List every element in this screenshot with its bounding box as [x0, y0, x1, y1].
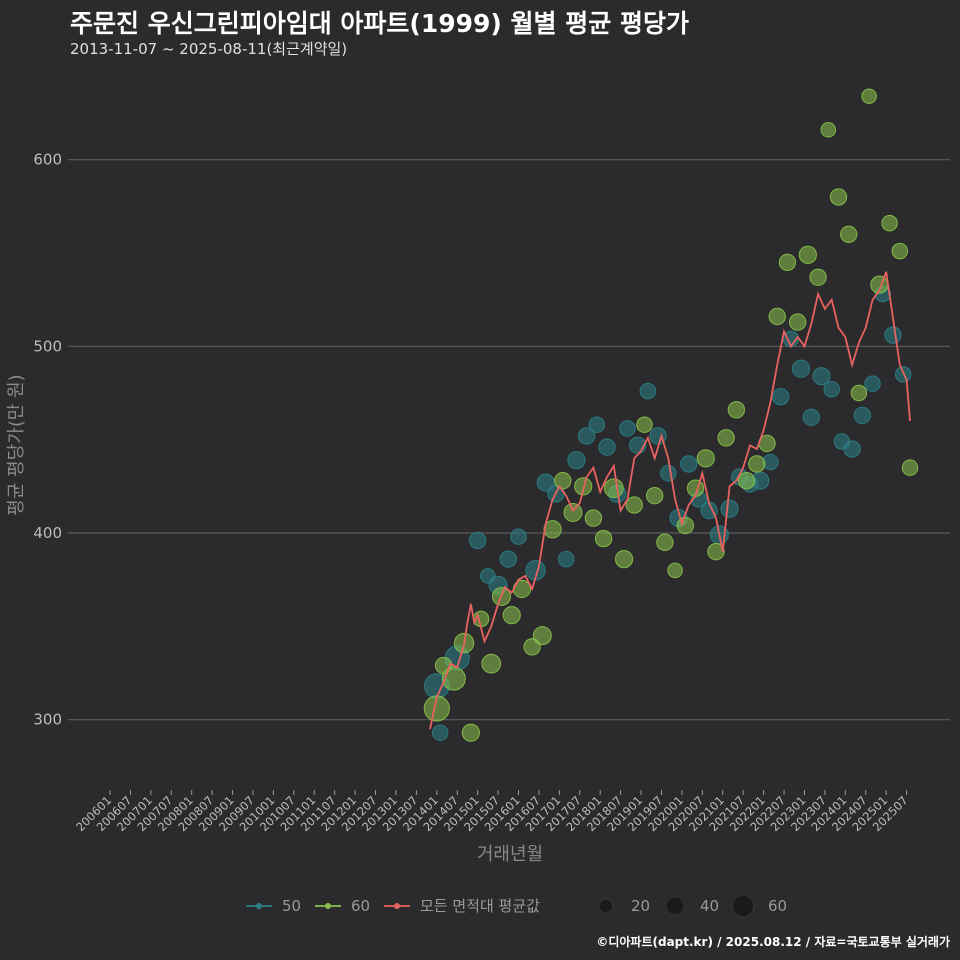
- data-point-60: [603, 478, 624, 499]
- y-tick-label: 300: [33, 711, 62, 729]
- data-point-60: [594, 529, 613, 548]
- chart-subtitle: 2013-11-07 ~ 2025-08-11(최근계약일): [70, 40, 348, 58]
- legend-size-dot: [665, 896, 685, 916]
- data-point-50: [802, 408, 820, 426]
- data-point-50: [720, 499, 739, 518]
- data-point-60: [717, 429, 735, 447]
- legend-size-dot: [732, 895, 754, 917]
- data-point-60: [748, 455, 766, 473]
- legend-size-60: 60: [732, 895, 787, 917]
- legend-dot: [256, 903, 262, 909]
- data-point-60: [461, 723, 480, 742]
- data-point-60: [768, 307, 786, 326]
- data-point-60: [809, 268, 827, 286]
- data-point-60: [636, 416, 653, 433]
- data-point-60: [625, 496, 643, 514]
- data-point-50: [619, 420, 636, 437]
- data-point-60: [502, 606, 521, 625]
- legend-item-avg: 모든 면적대 평균값: [384, 897, 540, 915]
- data-point-60: [861, 88, 877, 104]
- data-point-60: [901, 459, 919, 476]
- data-point-50: [567, 451, 586, 470]
- data-point-50: [510, 528, 527, 545]
- data-point-50: [853, 406, 872, 425]
- data-point-60: [574, 477, 593, 496]
- y-tick-label: 400: [33, 524, 62, 542]
- data-point-50: [864, 375, 881, 392]
- data-point-60: [696, 449, 715, 468]
- data-point-60: [727, 401, 746, 419]
- data-point-60: [820, 122, 837, 138]
- legend: 50 60 모든 면적대 평균값 20 40 60: [246, 895, 787, 917]
- data-point-50: [598, 438, 616, 456]
- data-point-60: [645, 486, 664, 505]
- data-point-50: [431, 724, 449, 741]
- legend-size-label: 60: [768, 897, 787, 915]
- data-point-50: [499, 550, 517, 568]
- data-point-60: [676, 516, 695, 535]
- grid-layer: [68, 159, 950, 721]
- data-point-60: [891, 242, 909, 260]
- avg-line: [429, 271, 911, 730]
- data-point-50: [468, 531, 487, 550]
- data-point-60: [656, 533, 674, 552]
- source-credit: ©디아파트(dapt.kr) / 2025.08.12 / 자료=국토교통부 실…: [596, 935, 950, 949]
- data-point-60: [778, 253, 797, 272]
- legend-label: 50: [282, 897, 301, 915]
- data-point-50: [660, 465, 677, 482]
- data-point-60: [532, 626, 552, 646]
- data-point-60: [584, 509, 603, 527]
- data-point-50: [639, 382, 657, 400]
- avg-line-layer: [429, 271, 911, 730]
- data-point-60: [554, 472, 572, 490]
- legend-dot: [325, 903, 331, 909]
- y-axis-title: 평균 평당가(만 원): [6, 374, 27, 515]
- data-point-60: [798, 245, 817, 264]
- data-point-50: [812, 367, 831, 386]
- data-point-60: [840, 225, 858, 244]
- data-point-60: [829, 188, 848, 206]
- data-point-50: [884, 326, 902, 344]
- legend-size-dot: [599, 899, 613, 913]
- data-point-60: [667, 562, 683, 579]
- data-point-60: [737, 472, 756, 490]
- data-point-60: [707, 542, 725, 561]
- points-layer: [423, 88, 919, 742]
- data-point-60: [614, 550, 634, 569]
- data-point-60: [563, 502, 583, 522]
- data-point-50: [791, 359, 811, 378]
- legend-dot: [394, 903, 400, 909]
- data-point-50: [680, 455, 698, 473]
- data-point-60: [881, 214, 898, 232]
- chart-title: 주문진 우신그린피아임대 아파트(1999) 월별 평균 평당가: [70, 9, 689, 38]
- legend-size-label: 40: [700, 897, 719, 915]
- legend-label: 모든 면적대 평균값: [420, 897, 540, 915]
- data-point-50: [771, 388, 790, 406]
- data-point-60: [441, 666, 466, 691]
- legend-label: 60: [351, 897, 370, 915]
- data-point-50: [557, 550, 575, 568]
- data-point-50: [823, 381, 840, 398]
- data-point-60: [481, 653, 502, 674]
- legend-size-40: 40: [665, 896, 719, 916]
- legend-size-20: 20: [599, 897, 650, 915]
- legend-item-60: 60: [315, 897, 370, 915]
- legend-size-label: 20: [631, 897, 650, 915]
- legend-item-50: 50: [246, 897, 301, 915]
- y-tick-label: 600: [33, 151, 62, 169]
- data-point-60: [850, 384, 868, 402]
- x-axis-title: 거래년월: [477, 844, 543, 865]
- y-tick-label: 500: [33, 337, 62, 355]
- data-point-60: [788, 313, 807, 331]
- data-point-50: [588, 416, 606, 433]
- data-point-50: [843, 440, 861, 458]
- data-point-50: [577, 427, 596, 445]
